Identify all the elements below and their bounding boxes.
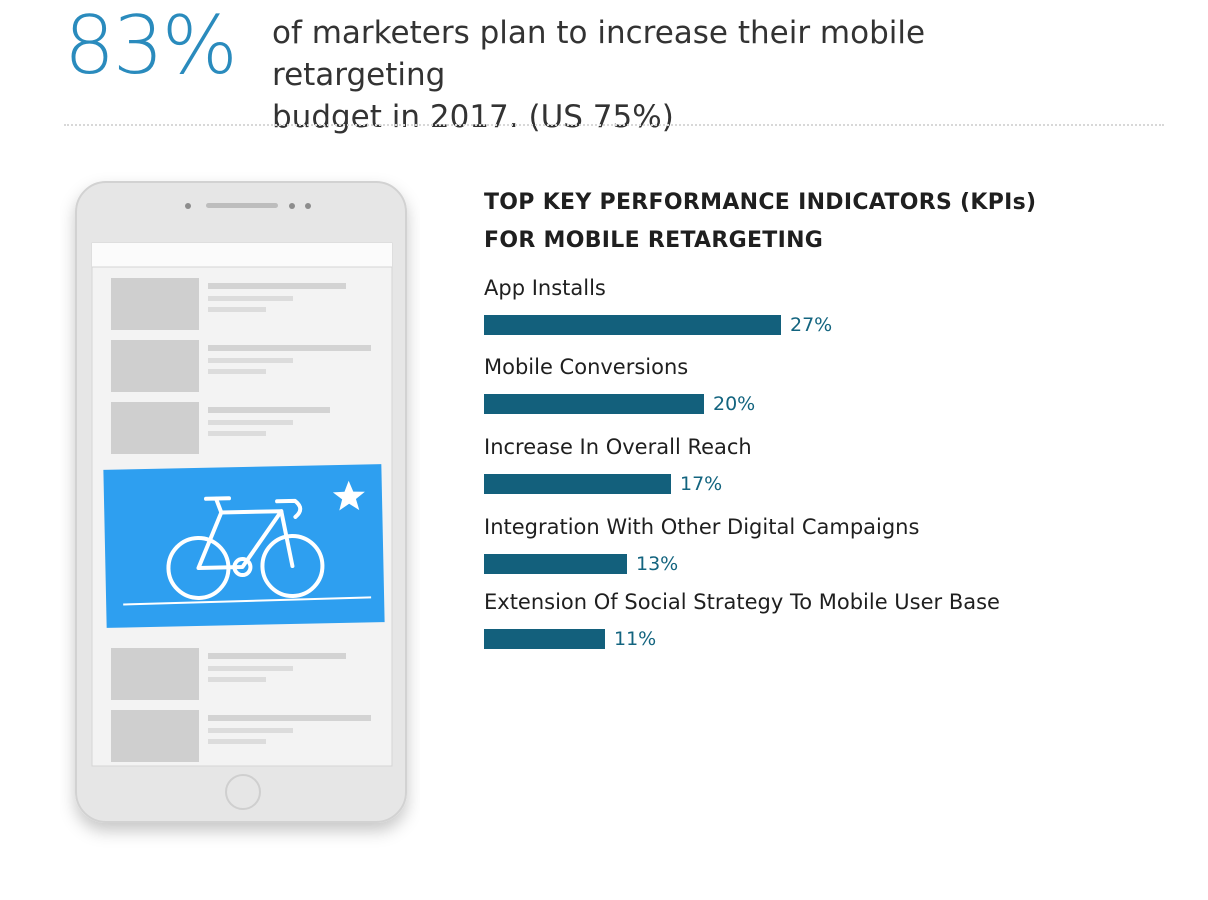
chart-title-line2: FOR MOBILE RETARGETING bbox=[484, 228, 824, 253]
list-item bbox=[111, 278, 346, 330]
kpi-bar bbox=[484, 629, 605, 649]
value-label: 11% bbox=[614, 628, 657, 650]
kpi-bar bbox=[484, 474, 671, 494]
headline-stat: 83% bbox=[64, 0, 238, 92]
list-item bbox=[111, 402, 330, 454]
home-button-icon bbox=[225, 774, 261, 810]
value-label: 20% bbox=[713, 393, 756, 415]
headline-text: of marketers plan to increase their mobi… bbox=[272, 12, 1092, 138]
category-label: App Installs bbox=[484, 276, 606, 300]
value-label: 13% bbox=[636, 553, 679, 575]
bicycle-icon bbox=[166, 496, 325, 600]
list-item bbox=[111, 340, 371, 392]
category-label: Integration With Other Digital Campaigns bbox=[484, 515, 920, 539]
headline-text-line2: budget in 2017. (US 75%) bbox=[272, 99, 674, 135]
phone-speaker bbox=[206, 203, 278, 208]
phone-sensor-dot-2 bbox=[305, 203, 311, 209]
phone-icon bbox=[75, 181, 407, 823]
list-item bbox=[111, 710, 371, 762]
kpi-bar-chart: App Installs 27% Mobile Conversions 20% Incr… bbox=[484, 270, 1184, 670]
dotted-divider bbox=[64, 124, 1164, 126]
ad-banner bbox=[103, 464, 385, 628]
chart-title-line1: TOP KEY PERFORMANCE INDICATORS (KPIs) bbox=[484, 190, 1037, 215]
list-item bbox=[111, 648, 346, 700]
screen-header bbox=[92, 243, 392, 267]
kpi-bar bbox=[484, 315, 781, 335]
value-label: 17% bbox=[680, 473, 723, 495]
category-label: Extension Of Social Strategy To Mobile U… bbox=[484, 590, 1000, 614]
value-label: 27% bbox=[790, 314, 833, 336]
headline-text-line1: of marketers plan to increase their mobi… bbox=[272, 15, 926, 93]
category-label: Mobile Conversions bbox=[484, 355, 689, 379]
category-label: Increase In Overall Reach bbox=[484, 435, 752, 459]
phone-sensor-dot bbox=[289, 203, 295, 209]
kpi-bar bbox=[484, 554, 627, 574]
kpi-bar bbox=[484, 394, 704, 414]
star-icon bbox=[332, 480, 365, 511]
chart-title: TOP KEY PERFORMANCE INDICATORS (KPIs) FO… bbox=[484, 184, 1036, 260]
phone-camera-dot bbox=[185, 203, 191, 209]
